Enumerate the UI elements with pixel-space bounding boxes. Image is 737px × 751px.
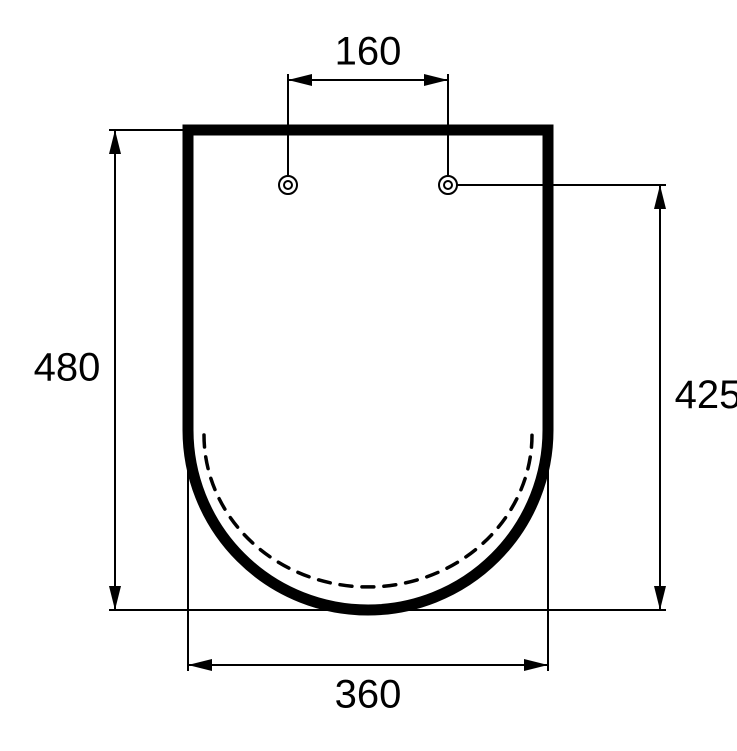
dim-label-480: 480 — [34, 346, 101, 390]
dim-arrow — [654, 185, 666, 209]
mount-hole-left — [279, 176, 297, 194]
dim-arrow — [524, 659, 548, 671]
dim-arrow — [424, 74, 448, 86]
dim-arrow — [654, 586, 666, 610]
dim-label-425: 425 — [675, 373, 737, 417]
dim-arrow — [109, 130, 121, 154]
mount-hole-right-inner — [444, 181, 452, 189]
dimension-diagram: 160 480 425 360 — [0, 0, 737, 751]
dim-label-160: 160 — [335, 30, 402, 74]
seat-outline — [188, 130, 548, 610]
dim-arrow — [109, 586, 121, 610]
dim-label-360: 360 — [335, 673, 402, 717]
dim-arrow — [288, 74, 312, 86]
dim-arrow — [188, 659, 212, 671]
mount-hole-right — [439, 176, 457, 194]
mount-hole-left-inner — [284, 181, 292, 189]
